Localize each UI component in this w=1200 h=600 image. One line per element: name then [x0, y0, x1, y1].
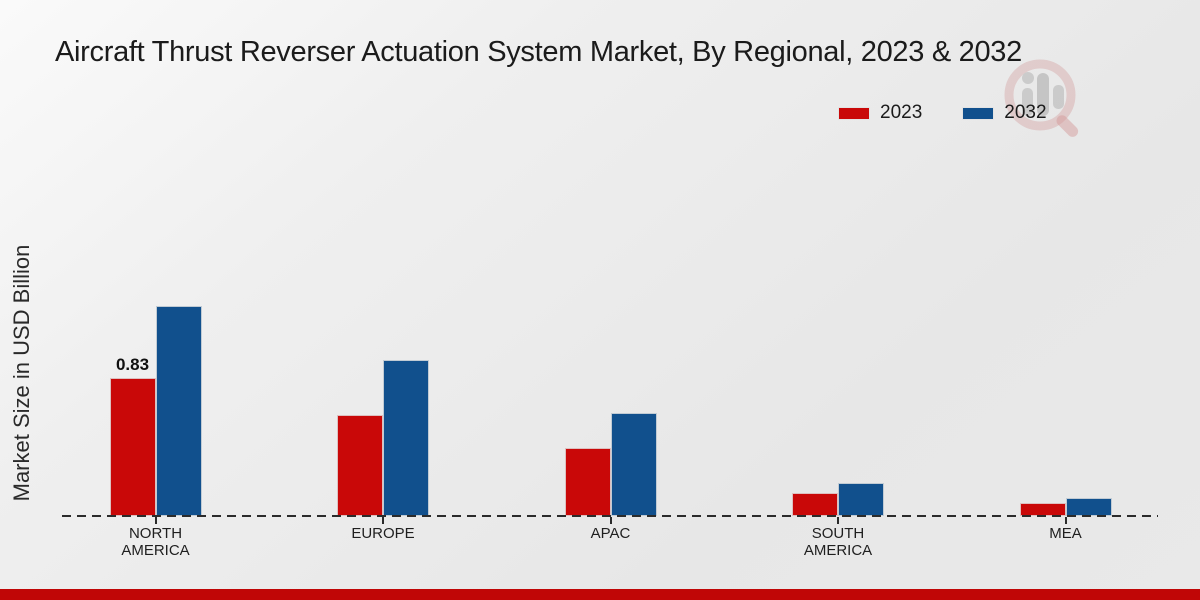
bar-value-label: 0.83	[115, 355, 150, 374]
magnifier-bar-chart-icon	[1004, 59, 1079, 137]
bar-2023-apac	[564, 448, 611, 516]
x-tick-south-america	[837, 517, 839, 524]
x-tick-label-apac: APAC	[590, 525, 631, 542]
legend-label: 2032	[1004, 102, 1047, 123]
legend-swatch-2023	[838, 106, 870, 120]
bar-2032-apac	[610, 413, 657, 516]
chart-title: Aircraft Thrust Reverser Actuation Syste…	[55, 36, 1022, 68]
legend-swatch-2032	[962, 106, 995, 120]
bar-2032-europe	[383, 360, 429, 516]
x-tick-north-america	[154, 517, 157, 524]
x-tick-label-south-america: SOUTH AMERICA	[803, 525, 873, 560]
legend-item-2023: 2023	[838, 102, 922, 124]
legend: 2023 2032	[838, 102, 1047, 124]
x-tick-label-mea: MEA	[1049, 525, 1082, 542]
y-axis-label: Market Size in USD Billion	[9, 244, 34, 502]
x-tick-mea	[1064, 517, 1067, 524]
x-tick-label-europe: EUROPE	[351, 525, 415, 542]
bar-2023-south-america	[792, 493, 838, 516]
footer-accent-bar	[0, 589, 1200, 600]
x-axis-baseline	[62, 515, 1158, 517]
x-tick-apac	[609, 517, 612, 524]
watermark-logo	[998, 55, 1094, 143]
legend-label: 2023	[880, 102, 923, 123]
bar-2032-north-america	[155, 306, 202, 516]
bar-2023-europe	[337, 415, 383, 516]
bar-2023-north-america	[109, 378, 156, 516]
bar-2032-south-america	[838, 483, 884, 516]
x-tick-label-north-america: NORTH AMERICA	[121, 525, 190, 560]
bar-2032-mea	[1065, 498, 1112, 516]
legend-item-2032: 2032	[962, 102, 1047, 124]
x-tick-europe	[382, 517, 384, 524]
